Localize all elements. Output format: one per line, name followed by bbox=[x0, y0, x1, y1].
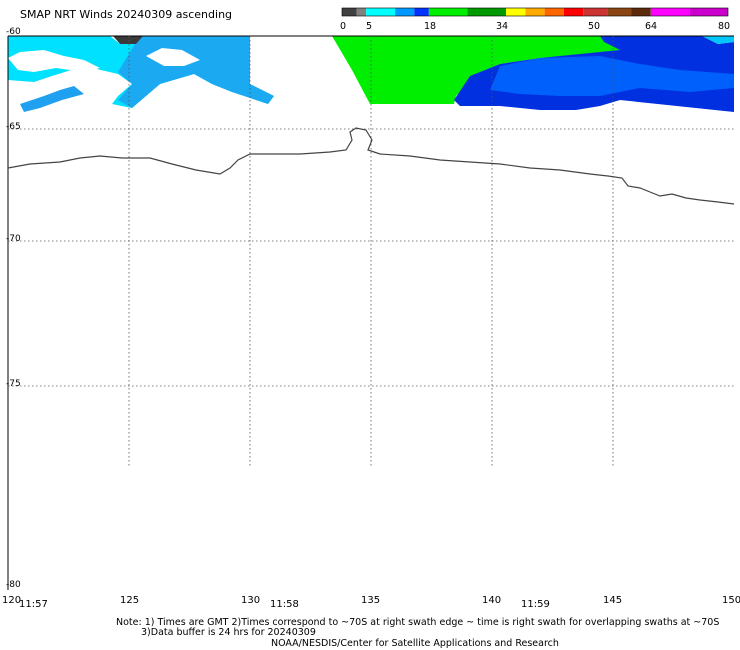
lon-tick-label: 145 bbox=[603, 595, 623, 606]
colorbar-segment bbox=[544, 8, 564, 16]
lat-tick-label: -75 bbox=[6, 379, 21, 389]
swath-time-label: 11:59 bbox=[521, 599, 550, 610]
colorbar-segment bbox=[366, 8, 396, 16]
swath-gap-1 bbox=[8, 50, 100, 72]
lat-tick-label: -65 bbox=[6, 122, 21, 132]
colorbar-label: 0 bbox=[340, 21, 347, 32]
lat-tick-label: -70 bbox=[6, 234, 21, 244]
swath-gap-2 bbox=[146, 48, 200, 66]
swath-mid-blue bbox=[490, 56, 734, 96]
lon-tick-label: 135 bbox=[361, 595, 381, 606]
colorbar-segment bbox=[414, 8, 429, 16]
colorbar-segment bbox=[467, 8, 507, 16]
chart-title: SMAP NRT Winds 20240309 ascending bbox=[20, 8, 233, 21]
colorbar-border bbox=[341, 7, 729, 17]
colorbar-label: 34 bbox=[496, 21, 509, 32]
swath-lightblue-west bbox=[118, 36, 274, 108]
lat-tick-label: -80 bbox=[6, 580, 21, 590]
swath-dark-patch bbox=[113, 36, 143, 44]
colorbar-segment bbox=[650, 8, 690, 16]
colorbar-label: 18 bbox=[424, 21, 437, 32]
swath-cyan-east bbox=[702, 36, 734, 44]
colorbar-label: 50 bbox=[588, 21, 601, 32]
swath-time-label: 11:58 bbox=[270, 599, 299, 610]
colorbar-segment bbox=[689, 8, 728, 16]
colorbar-segment bbox=[631, 8, 651, 16]
footnote-line-3: NOAA/NESDIS/Center for Satellite Applica… bbox=[271, 638, 559, 649]
lat-tick-label: -60 bbox=[6, 27, 21, 37]
colorbar-segment bbox=[583, 8, 608, 16]
colorbar-segment bbox=[356, 8, 367, 16]
footnote-line-2: 3)Data buffer is 24 hrs for 20240309 bbox=[141, 627, 316, 638]
lon-tick-label: 140 bbox=[482, 595, 502, 606]
colorbar-segment bbox=[506, 8, 526, 16]
lon-tick-label: 120 bbox=[2, 595, 22, 606]
colorbar-label: 5 bbox=[366, 21, 373, 32]
lon-tick-label: 150 bbox=[722, 595, 740, 606]
colorbar-segment bbox=[342, 8, 357, 16]
lon-tick-label: 125 bbox=[120, 595, 140, 606]
colorbar-segment bbox=[563, 8, 584, 16]
colorbar-segment bbox=[525, 8, 545, 16]
footnote-line-1: Note: 1) Times are GMT 2)Times correspon… bbox=[116, 617, 720, 628]
swath-time-label: 11:57 bbox=[19, 599, 48, 610]
swath-green bbox=[332, 36, 640, 104]
colorbar bbox=[341, 7, 729, 17]
wind-swaths bbox=[8, 36, 734, 112]
colorbar-segment bbox=[395, 8, 415, 16]
lon-tick-label: 130 bbox=[241, 595, 261, 606]
grid-lines bbox=[8, 36, 734, 466]
colorbar-segment bbox=[607, 8, 632, 16]
swath-lightblue-small bbox=[20, 86, 84, 112]
colorbar-label: 64 bbox=[645, 21, 658, 32]
colorbar-segment bbox=[428, 8, 468, 16]
antarctic-coastline bbox=[7, 127, 735, 205]
colorbar-label: 80 bbox=[718, 21, 731, 32]
